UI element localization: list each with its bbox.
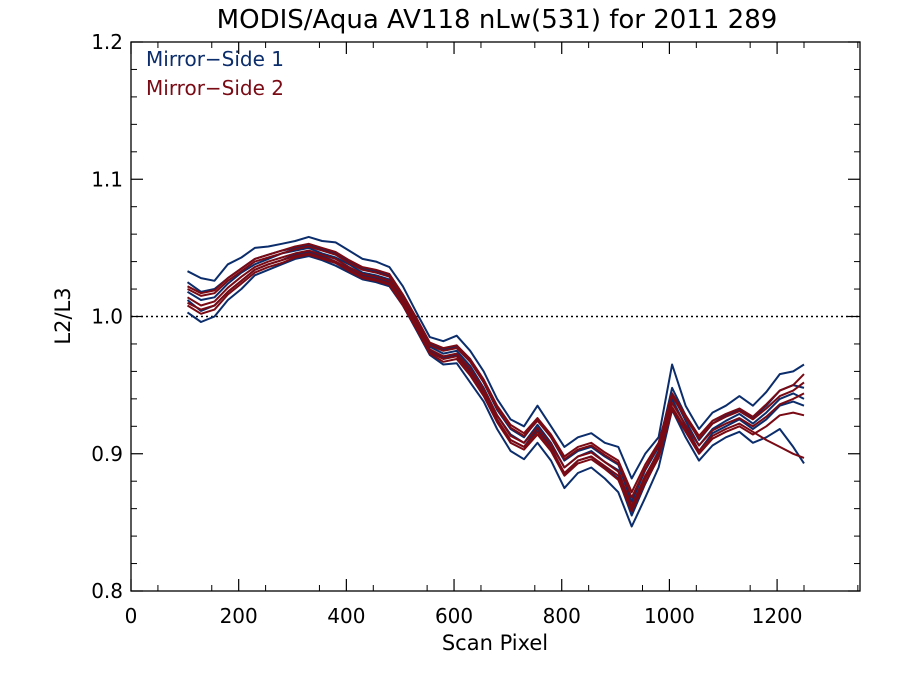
x-tick-label: 800	[543, 604, 581, 628]
legend-item-mirror-side-1: Mirror−Side 1	[146, 47, 284, 71]
y-tick-label: 0.9	[91, 442, 123, 466]
series-lines	[186, 235, 805, 528]
series-line-mirror-side-1	[186, 255, 805, 528]
legend-item-mirror-side-2: Mirror−Side 2	[146, 76, 284, 100]
y-tick-label: 1.0	[91, 305, 123, 329]
y-tick-label: 1.1	[91, 167, 123, 191]
x-tick-label: 1200	[752, 604, 803, 628]
series-line-mirror-side-1	[186, 244, 805, 503]
x-tick-label: 400	[327, 604, 365, 628]
series-line-mirror-side-2	[186, 249, 805, 507]
y-tick-labels: 0.8 0.9 1.0 1.1 1.2	[91, 30, 123, 603]
y-tick-label: 0.8	[91, 579, 123, 603]
series-line-mirror-side-1	[186, 246, 805, 510]
x-tick-label: 1000	[644, 604, 695, 628]
series-line-mirror-side-2	[187, 252, 805, 509]
series-line-mirror-side-2	[187, 242, 805, 494]
x-tick-labels: 0 200 400 600 800 1000 1200	[125, 604, 803, 628]
series-line-mirror-side-2	[187, 245, 805, 499]
x-tick-label: 200	[220, 604, 258, 628]
axis-ticks	[130, 41, 860, 592]
x-tick-label: 600	[435, 604, 473, 628]
series-line-mirror-side-2	[186, 253, 805, 513]
series-line-mirror-side-1	[186, 251, 805, 517]
plot-frame	[130, 41, 861, 592]
y-axis-label: L2/L3	[51, 287, 75, 344]
x-axis-label: Scan Pixel	[442, 631, 548, 655]
y-tick-label: 1.2	[91, 30, 123, 54]
x-tick-label: 0	[125, 604, 138, 628]
chart-title: MODIS/Aqua AV118 nLw(531) for 2011 289	[217, 5, 778, 35]
series-line-mirror-side-1	[187, 235, 805, 480]
